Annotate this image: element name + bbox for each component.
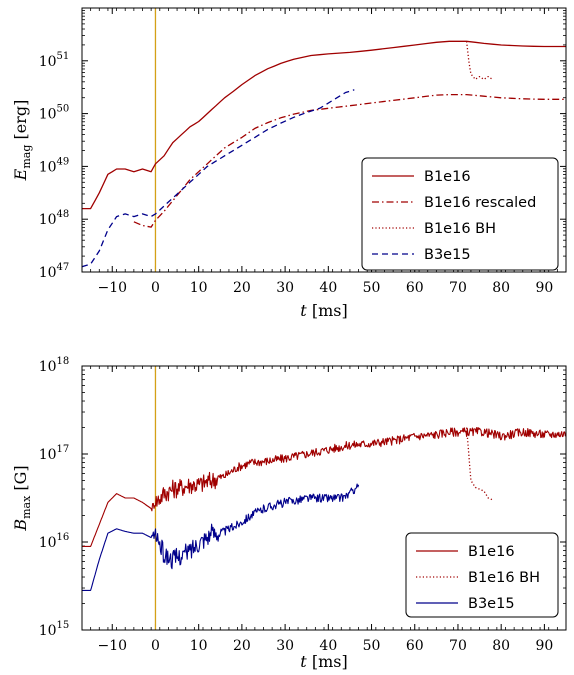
y-axis-label: Emag [erg] xyxy=(11,100,33,182)
plot-frame xyxy=(81,365,567,631)
x-tick-label: 80 xyxy=(492,638,510,654)
x-tick-label: 90 xyxy=(535,280,553,296)
x-tick-label: 20 xyxy=(233,638,251,654)
x-tick-label: 30 xyxy=(276,280,294,296)
series-line-b3e15 xyxy=(82,89,355,268)
y-tick-label: 1048 xyxy=(39,209,70,228)
legend: B1e16 B1e16 rescaled B1e16 BH B3e15 xyxy=(361,157,559,271)
x-tick-label: 70 xyxy=(449,280,467,296)
x-tick-label: 10 xyxy=(190,638,208,654)
x-tick-label: 0 xyxy=(151,638,160,654)
legend-entry-label: B1e16 BH xyxy=(468,570,540,586)
series-line-b1e16-bh xyxy=(465,427,493,501)
y-tick-label: 1047 xyxy=(39,262,70,281)
plot-frame xyxy=(81,7,567,273)
x-axis-label: t [ms] xyxy=(300,652,347,671)
y-tick-label: 1050 xyxy=(39,104,70,123)
x-tick-label: 40 xyxy=(319,638,337,654)
x-tick-label: 40 xyxy=(319,280,337,296)
series-group xyxy=(82,427,566,591)
chart-top: −10 0 10 20 30 40 50 60 70 80 90 1047 1048 1049 1050 10… xyxy=(11,7,567,320)
x-tick-label: 90 xyxy=(535,638,553,654)
legend-entry-label: B1e16 xyxy=(468,544,515,560)
y-tick-label: 1015 xyxy=(39,620,70,639)
x-tick-label: 70 xyxy=(449,638,467,654)
series-line-b1e16 xyxy=(82,427,566,547)
legend-entry-label: B1e16 BH xyxy=(424,221,496,237)
legend: B1e16 B1e16 BH B3e15 xyxy=(405,532,559,618)
series-group xyxy=(82,40,566,268)
x-tick-label: 50 xyxy=(363,280,381,296)
x-tick-label: 30 xyxy=(276,638,294,654)
y-tick-label: 1017 xyxy=(39,444,70,463)
x-tick-label: 10 xyxy=(190,280,208,296)
series-line-b3e15 xyxy=(82,483,360,591)
x-axis-label: t [ms] xyxy=(300,301,347,320)
x-tick-label: 60 xyxy=(406,280,424,296)
x-tick-label: 80 xyxy=(492,280,510,296)
legend-entry-label: B1e16 rescaled xyxy=(424,195,536,211)
y-tick-label: 1018 xyxy=(39,356,70,375)
x-tick-label: −10 xyxy=(97,280,127,296)
y-tick-label: 1049 xyxy=(39,156,70,175)
x-tick-label: 0 xyxy=(151,280,160,296)
legend-box xyxy=(405,532,559,618)
x-tick-label: 60 xyxy=(406,638,424,654)
y-tick-label: 1051 xyxy=(39,51,70,70)
series-line-b1e16 xyxy=(82,40,566,210)
y-tick-label: 1016 xyxy=(39,532,70,551)
legend-entry-label: B3e15 xyxy=(424,247,471,263)
chart-bottom: −10 0 10 20 30 40 50 60 70 80 90 1015 1016 1017 1018 t … xyxy=(11,356,567,671)
legend-entry-label: B1e16 xyxy=(424,169,471,185)
x-tick-label: 50 xyxy=(363,638,381,654)
legend-entry-label: B3e15 xyxy=(468,596,515,612)
x-tick-label: −10 xyxy=(97,638,127,654)
series-line-b1e16-rescaled xyxy=(133,93,566,228)
x-tick-label: 20 xyxy=(233,280,251,296)
legend-box xyxy=(361,157,559,271)
series-line-b1e16-bh xyxy=(465,41,493,80)
y-axis-label: Bmax [G] xyxy=(11,465,33,531)
